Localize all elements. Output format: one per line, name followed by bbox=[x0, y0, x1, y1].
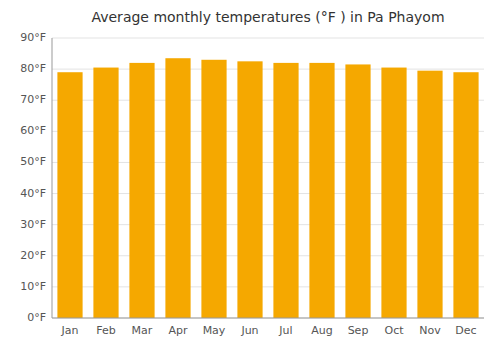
grid-line bbox=[52, 318, 484, 319]
x-tick-label: Feb bbox=[96, 324, 115, 337]
grid bbox=[52, 38, 484, 318]
x-tick-label: Oct bbox=[384, 324, 404, 337]
bar bbox=[93, 68, 118, 318]
x-axis: Jan Feb Mar Apr May Jun Jul Aug Sep Oct Nov Dec bbox=[52, 318, 484, 337]
bar bbox=[309, 63, 334, 318]
x-tick-label: Aug bbox=[311, 324, 332, 337]
bar bbox=[165, 58, 190, 318]
y-tick-label: 20°F bbox=[20, 249, 46, 262]
chart-container: Average monthly temperatures (°F ) in Pa… bbox=[0, 0, 500, 350]
x-tick-label: May bbox=[203, 324, 226, 337]
bar bbox=[381, 68, 406, 318]
x-tick-label: Dec bbox=[455, 324, 476, 337]
bar bbox=[129, 63, 154, 318]
bar bbox=[345, 64, 370, 318]
y-tick-label: 70°F bbox=[20, 93, 46, 106]
page: {"chart_data": {"type": "bar", "title": … bbox=[0, 0, 500, 350]
x-tick-label: Jul bbox=[278, 324, 292, 337]
chart-title: Average monthly temperatures (°F ) in Pa… bbox=[91, 9, 444, 25]
y-axis: 0°F 10°F 20°F 30°F 40°F 50°F 60°F 70°F 80°F 90°F bbox=[20, 31, 52, 324]
bar bbox=[57, 72, 82, 318]
y-tick-label: 40°F bbox=[20, 187, 46, 200]
x-tick-label: Sep bbox=[348, 324, 369, 337]
y-axis-line bbox=[52, 38, 53, 318]
x-tick-label: Mar bbox=[132, 324, 153, 337]
bar bbox=[201, 60, 226, 318]
y-tick-label: 50°F bbox=[20, 155, 46, 168]
bars bbox=[57, 58, 478, 318]
x-axis-line bbox=[52, 318, 484, 319]
x-tick-label: Jan bbox=[61, 324, 79, 337]
bar bbox=[453, 72, 478, 318]
y-tick-label: 30°F bbox=[20, 218, 46, 231]
y-tick-label: 0°F bbox=[27, 311, 46, 324]
y-tick-label: 10°F bbox=[20, 280, 46, 293]
y-tick-label: 80°F bbox=[20, 62, 46, 75]
x-tick-label: Jun bbox=[240, 324, 258, 337]
y-tick-label: 90°F bbox=[20, 31, 46, 44]
grid-line bbox=[52, 38, 484, 39]
bar bbox=[237, 61, 262, 318]
chart-svg: Average monthly temperatures (°F ) in Pa… bbox=[0, 0, 500, 350]
x-tick-label: Nov bbox=[419, 324, 441, 337]
x-tick-label: Apr bbox=[168, 324, 188, 337]
bar bbox=[273, 63, 298, 318]
bar bbox=[417, 71, 442, 318]
y-tick-label: 60°F bbox=[20, 124, 46, 137]
